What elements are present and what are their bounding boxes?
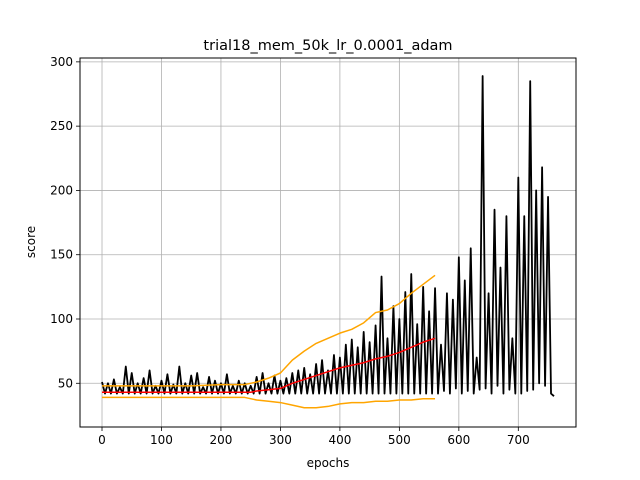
x-axis-label: epochs	[307, 456, 350, 470]
series-line-lower	[102, 396, 436, 409]
series-layer	[101, 75, 555, 409]
x-axis: 0 100 200 300 400 500 600 700	[98, 427, 530, 447]
y-tick-label: 200	[50, 183, 73, 197]
x-tick-label: 600	[447, 433, 470, 447]
x-tick-label: 0	[98, 433, 106, 447]
y-axis-label: score	[24, 226, 38, 258]
x-tick-label: 300	[269, 433, 292, 447]
x-tick-label: 400	[328, 433, 351, 447]
y-tick-label: 250	[50, 119, 73, 133]
x-tick-label: 700	[507, 433, 530, 447]
x-tick-label: 100	[150, 433, 173, 447]
plot-frame	[79, 57, 577, 428]
y-tick-label: 100	[50, 312, 73, 326]
x-tick-label: 200	[209, 433, 232, 447]
y-axis: 50 100 150 200 250 300	[50, 55, 80, 390]
grid	[80, 58, 576, 427]
chart-title: trial18_mem_50k_lr_0.0001_adam	[203, 38, 452, 54]
y-tick-label: 300	[50, 55, 73, 69]
series-line-upper	[102, 274, 436, 387]
x-tick-label: 500	[388, 433, 411, 447]
series-line-score	[101, 75, 555, 397]
y-tick-label: 150	[50, 248, 73, 262]
y-tick-label: 50	[58, 376, 73, 390]
series-line-mean	[102, 337, 436, 394]
